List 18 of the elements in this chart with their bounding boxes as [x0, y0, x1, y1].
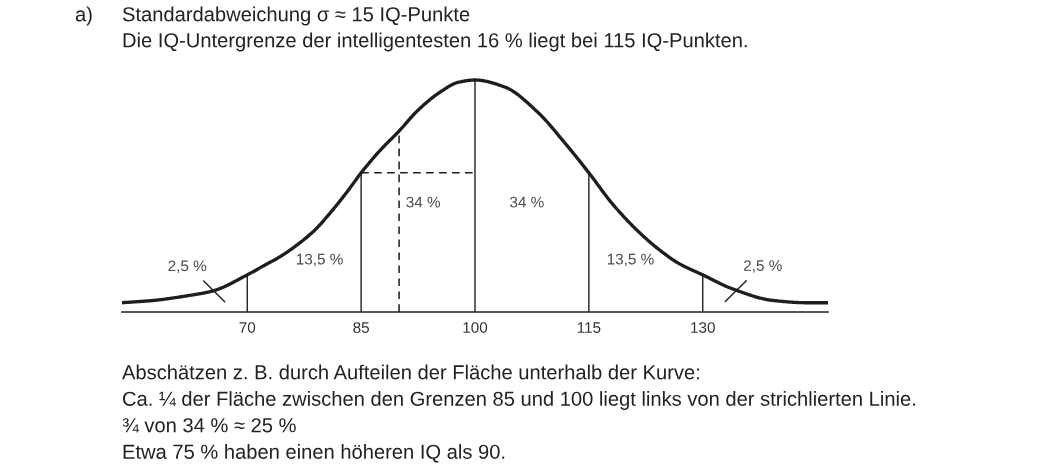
annotation: 34 % — [406, 196, 441, 208]
x-tick-label: 70 — [239, 322, 256, 333]
x-tick-label: 130 — [691, 322, 715, 333]
annotation: 2,5 % — [168, 260, 207, 274]
x-tick-label: 115 — [577, 322, 601, 333]
chart-title: Standardabweichung σ ≈ 15 IQ-Punkte — [122, 6, 470, 26]
text: ¾ von 34 % ≈ 25 % — [122, 418, 296, 433]
text: Abschätzen z. B. durch Aufteilen der Fläche unterhalb der Kurve: — [122, 364, 699, 380]
annotation: 34 % — [509, 196, 544, 208]
annotation: 13,5 % — [607, 253, 654, 267]
text: Ca. ¼ der Fläche zwischen den Grenzen 85 und 100 liegt links von der strichlierten Linie. — [123, 391, 915, 410]
chart-subtitle: Die IQ-Untergrenze der intelligentesten 16 % liegt bei 115 IQ-Punkten. — [123, 32, 747, 52]
x-tick-label: 85 — [353, 322, 369, 333]
annotation: 2,5 % — [744, 260, 782, 273]
text: a) — [75, 6, 92, 26]
annotation: 13,5 % — [296, 253, 343, 267]
x-tick-label: 100 — [463, 322, 488, 333]
text: Etwa 75 % haben einen höheren IQ als 90. — [123, 444, 505, 463]
